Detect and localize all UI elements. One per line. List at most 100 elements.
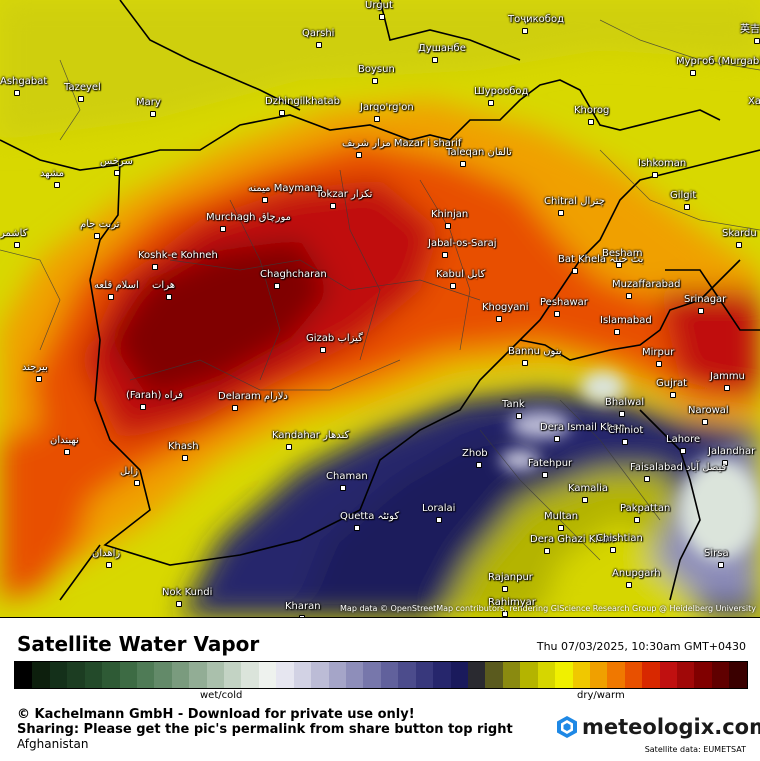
city-label: Dzhingilkhatab <box>265 96 340 107</box>
city-marker <box>690 70 696 76</box>
city-label: Mary <box>136 97 161 108</box>
city-label: Loralai <box>422 503 456 514</box>
city-marker <box>374 116 380 122</box>
city-label: زابل <box>120 466 138 477</box>
sharing-notice: Sharing: Please get the pic's permalink … <box>17 722 513 737</box>
scale-swatch <box>328 662 347 688</box>
city-label: Khorog <box>574 105 610 116</box>
city-marker <box>316 42 322 48</box>
city-marker <box>522 28 528 34</box>
city-label: Gilgit <box>670 190 697 201</box>
city-marker <box>522 360 528 366</box>
city-marker <box>14 90 20 96</box>
city-marker <box>94 233 100 239</box>
city-label: Tokzar تکزار <box>316 189 373 200</box>
city-label: 英吉 <box>740 24 760 35</box>
city-marker <box>450 283 456 289</box>
scale-swatch <box>433 662 451 688</box>
city-marker <box>558 210 564 216</box>
city-marker <box>544 548 550 554</box>
city-marker <box>279 110 285 116</box>
city-marker <box>379 14 385 20</box>
scale-swatch <box>729 662 747 688</box>
city-marker <box>106 562 112 568</box>
city-marker <box>78 96 84 102</box>
city-label: Rajanpur <box>488 572 533 583</box>
city-marker <box>36 376 42 382</box>
scale-swatch <box>311 662 329 688</box>
city-label: Khogyani <box>482 302 529 313</box>
scale-swatch <box>502 662 521 688</box>
region-name: Afghanistan <box>17 737 89 751</box>
city-label: مشهد <box>40 168 65 179</box>
brand-logo[interactable]: meteologix.com <box>556 715 760 739</box>
city-label: Kamalia <box>568 483 609 494</box>
city-marker <box>488 100 494 106</box>
city-label: Тоҷикобод <box>508 14 564 25</box>
scale-swatch <box>380 662 399 688</box>
city-marker <box>442 252 448 258</box>
city-label: نهبندان <box>50 435 79 446</box>
city-label: Tank <box>502 399 525 410</box>
city-marker <box>542 472 548 478</box>
city-marker <box>54 182 60 188</box>
city-marker <box>516 413 522 419</box>
city-label: Rahimyar <box>488 597 536 608</box>
copyright-notice: © Kachelmann GmbH - Download for private… <box>17 707 415 722</box>
city-label: Dera Ghazi Khan <box>530 534 615 545</box>
city-marker <box>14 242 20 248</box>
city-label: Gizab گیزاب <box>306 333 363 344</box>
city-marker <box>286 444 292 450</box>
scale-swatch <box>589 662 608 688</box>
city-marker <box>150 111 156 117</box>
city-marker <box>436 517 442 523</box>
city-marker <box>372 78 378 84</box>
scale-swatch <box>276 662 294 688</box>
city-label: Kharan <box>285 601 321 612</box>
scale-swatch <box>467 662 486 688</box>
scale-swatch <box>171 662 190 688</box>
map-attribution: Map data © OpenStreetMap contributors, r… <box>340 604 756 613</box>
scale-swatch <box>520 662 538 688</box>
city-label: Gujrat <box>656 378 688 389</box>
scale-swatch <box>119 662 137 688</box>
city-label: Ashgabat <box>0 76 48 87</box>
scale-swatch <box>189 662 207 688</box>
scale-label-dry: dry/warm <box>577 690 625 701</box>
map-image <box>0 0 760 617</box>
city-label: Душанбе <box>418 43 466 54</box>
city-marker <box>582 497 588 503</box>
scale-swatch <box>67 662 85 688</box>
city-label: Pakpattan <box>620 503 671 514</box>
city-marker <box>445 223 451 229</box>
city-label: Qarshi <box>302 28 335 39</box>
timestamp: Thu 07/03/2025, 10:30am GMT+0430 <box>536 640 746 653</box>
city-marker <box>626 582 632 588</box>
meteologix-hex-icon <box>557 716 577 738</box>
brand-name: meteologix.com <box>582 715 760 739</box>
city-label: (Farah) فراه <box>126 390 183 401</box>
scale-swatch <box>293 662 312 688</box>
city-label: Kabul کابل <box>436 269 486 280</box>
scale-swatch <box>398 662 416 688</box>
scale-swatch <box>624 662 643 688</box>
city-marker <box>554 311 560 317</box>
city-label: Skardu <box>722 228 757 239</box>
city-label: زاهدان <box>92 548 121 559</box>
city-label: Muzaffarabad <box>612 279 681 290</box>
city-marker <box>724 385 730 391</box>
city-label: Bhalwal <box>605 397 645 408</box>
city-label: Jabal-os-Saraj <box>428 238 497 249</box>
city-label: Khash <box>168 441 199 452</box>
city-marker <box>299 615 305 617</box>
city-label: Khinjan <box>431 209 469 220</box>
city-marker <box>476 462 482 468</box>
city-label: Urgut <box>365 0 393 11</box>
scale-swatch <box>659 662 678 688</box>
city-label: اسلام قلعه <box>94 280 139 291</box>
city-label: كاشمر <box>0 228 28 239</box>
city-marker <box>152 264 158 270</box>
city-label: Sirsa <box>704 548 729 559</box>
city-marker <box>619 411 625 417</box>
city-marker <box>502 586 508 592</box>
